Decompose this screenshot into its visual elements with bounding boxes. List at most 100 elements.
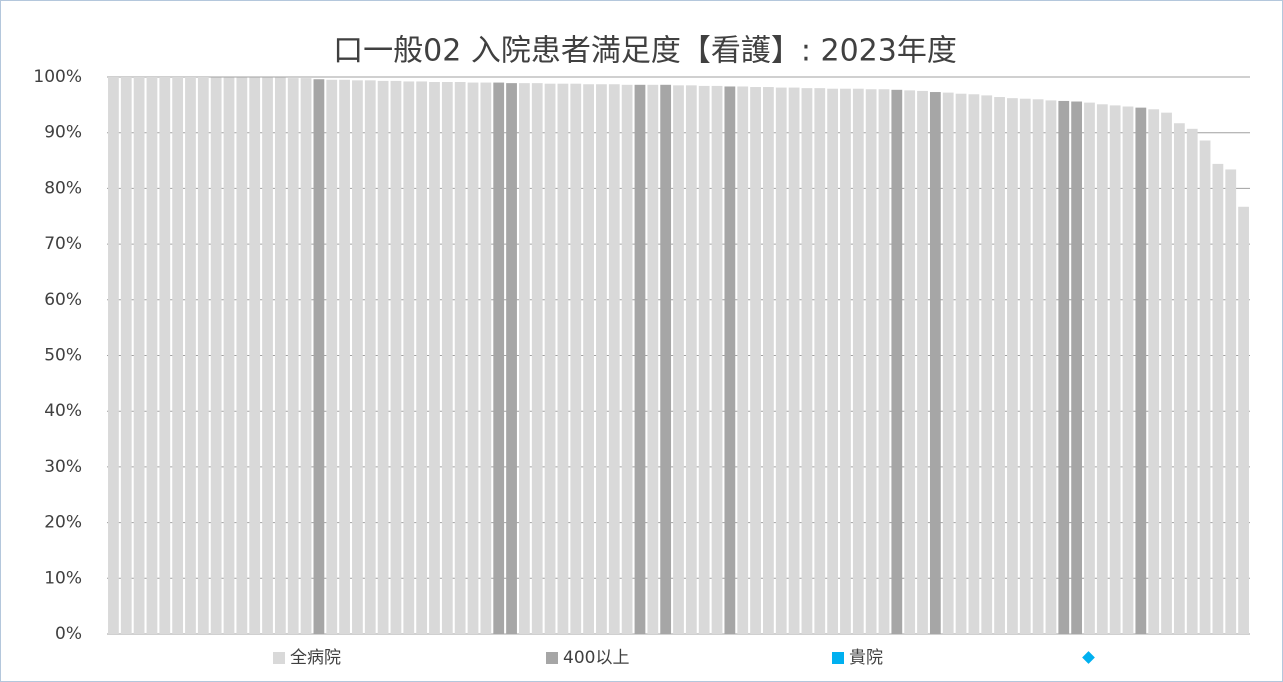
bar: [750, 87, 761, 634]
bar: [583, 84, 594, 635]
bar: [518, 83, 530, 634]
bar: [159, 77, 171, 634]
legend-marker: [273, 652, 285, 664]
y-tick-label: 100%: [33, 67, 82, 87]
bar: [454, 82, 466, 634]
bar: [878, 89, 890, 634]
bar: [108, 77, 119, 634]
bar: [172, 77, 184, 634]
bar: [647, 84, 659, 635]
bar: [1071, 101, 1083, 635]
bar: [994, 97, 1005, 634]
legend-marker: [832, 652, 844, 664]
bar: [1058, 100, 1070, 635]
bar: [506, 83, 517, 634]
bar: [1084, 102, 1095, 634]
bar: [1122, 106, 1134, 634]
bar: [673, 85, 684, 635]
bar: [891, 89, 903, 635]
bar: [1225, 169, 1237, 634]
bar: [1161, 112, 1172, 634]
bar: [274, 77, 286, 634]
bar: [955, 93, 967, 634]
legend-label: 貴院: [849, 648, 883, 668]
y-tick-label: 40%: [44, 401, 82, 421]
bar: [1032, 99, 1044, 634]
bar: [981, 95, 993, 635]
bar: [416, 81, 428, 635]
bar: [390, 80, 402, 635]
y-tick-label: 30%: [44, 457, 82, 477]
bar: [557, 83, 569, 634]
bar: [326, 79, 338, 634]
bar: [775, 87, 787, 634]
bar: [185, 77, 196, 634]
bar: [1199, 140, 1211, 635]
bar: [146, 77, 158, 634]
bar: [262, 77, 273, 634]
bar: [634, 84, 646, 635]
bar: [210, 77, 222, 634]
bar: [1238, 206, 1249, 634]
bar: [1148, 109, 1160, 634]
bar: [711, 85, 723, 635]
bar: [788, 87, 800, 634]
bar: [621, 84, 633, 635]
bar: [801, 88, 813, 634]
y-tick-label: 60%: [44, 290, 82, 310]
y-tick-label: 50%: [44, 346, 82, 366]
bar: [660, 84, 672, 635]
bar: [814, 88, 826, 634]
bar: [968, 94, 980, 635]
bar: [249, 77, 261, 634]
bar: [1173, 123, 1185, 634]
bar: [685, 85, 697, 635]
legend-label: 400以上: [563, 648, 629, 668]
bar: [737, 86, 749, 635]
y-tick-label: 20%: [44, 513, 82, 533]
bar: [339, 79, 350, 634]
legend-marker: [546, 652, 558, 664]
bar: [493, 82, 505, 634]
bar: [929, 92, 941, 634]
bar: [133, 77, 145, 634]
bar: [467, 82, 479, 634]
bar: [1135, 107, 1147, 634]
bar: [197, 77, 209, 634]
y-tick-label: 10%: [44, 568, 82, 588]
bar: [852, 88, 864, 634]
bar: [1109, 105, 1121, 635]
bar: [1007, 98, 1018, 634]
bar: [377, 80, 389, 635]
bar: [223, 77, 235, 634]
bar: [763, 87, 774, 634]
bar: [827, 88, 839, 634]
bar: [120, 77, 132, 634]
bar: [403, 81, 415, 635]
bar: [1096, 104, 1108, 635]
legend-label: 全病院: [290, 648, 341, 668]
bar: [724, 86, 736, 635]
bar: [698, 85, 710, 635]
bar: [596, 84, 607, 635]
bar: [917, 90, 928, 635]
bar: [236, 77, 248, 634]
bar: [865, 89, 877, 634]
bar: [942, 92, 954, 634]
bar: [1186, 128, 1198, 634]
bar: [531, 83, 543, 634]
bar: [608, 84, 620, 635]
bar: [1212, 163, 1224, 634]
bar: [364, 80, 376, 635]
bar: [1019, 98, 1031, 634]
bar: [570, 83, 582, 634]
bar: [1045, 100, 1057, 635]
bar: [441, 82, 453, 634]
bar: [840, 88, 851, 634]
bar: [352, 80, 363, 635]
y-tick-label: 0%: [55, 624, 82, 644]
chart-title: 口一般02 入院患者満足度【看護】: 2023年度: [333, 34, 957, 69]
bar: [300, 78, 312, 634]
bar: [904, 90, 916, 635]
